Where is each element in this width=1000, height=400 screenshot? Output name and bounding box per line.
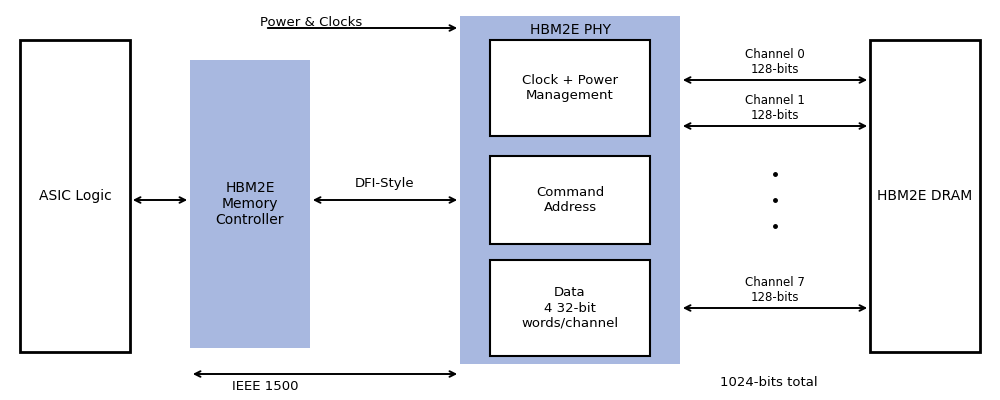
Text: Channel 1
128-bits: Channel 1 128-bits (745, 94, 805, 122)
Text: ASIC Logic: ASIC Logic (39, 189, 111, 203)
Text: Channel 7
128-bits: Channel 7 128-bits (745, 276, 805, 304)
Text: Data
4 32-bit
words/channel: Data 4 32-bit words/channel (521, 286, 619, 330)
Bar (460, 16, 680, 364)
Bar (490, 40, 650, 136)
Text: 1024-bits total: 1024-bits total (720, 376, 818, 388)
Text: DFI-Style: DFI-Style (355, 178, 415, 190)
Text: Clock + Power
Management: Clock + Power Management (522, 74, 618, 102)
Bar (490, 260, 650, 356)
Text: HBM2E DRAM: HBM2E DRAM (877, 189, 973, 203)
Bar (190, 60, 310, 348)
Text: Channel 0
128-bits: Channel 0 128-bits (745, 48, 805, 76)
Text: Command
Address: Command Address (536, 186, 604, 214)
Text: HBM2E PHY: HBM2E PHY (530, 23, 610, 37)
Text: IEEE 1500: IEEE 1500 (232, 380, 298, 392)
Bar (870, 40, 980, 352)
Bar (20, 40, 130, 352)
Bar (490, 156, 650, 244)
Text: HBM2E
Memory
Controller: HBM2E Memory Controller (216, 181, 284, 227)
Text: Power & Clocks: Power & Clocks (260, 16, 362, 28)
